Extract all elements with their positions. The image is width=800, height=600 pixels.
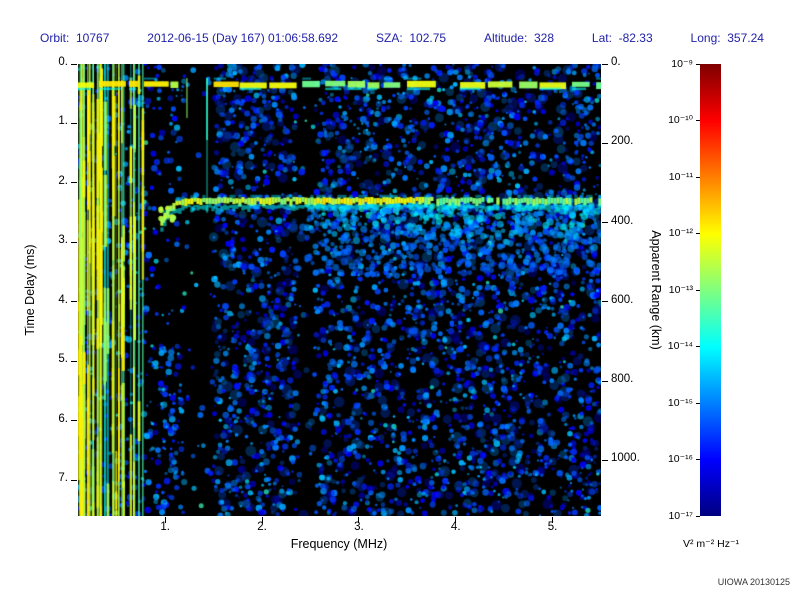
x-tick (358, 517, 360, 523)
x-tick (261, 517, 263, 523)
x-axis-title: Frequency (MHz) (290, 537, 388, 551)
y2-tick-label: 600. (611, 293, 634, 306)
y-tick (71, 182, 77, 184)
colorbar-tick-label: 10⁻¹¹ (668, 170, 693, 183)
colorbar-tick-label: 10⁻¹⁵ (667, 396, 693, 409)
y-tick (71, 63, 77, 65)
y2-tick (602, 63, 608, 65)
y-tick-label: 2. (58, 174, 68, 187)
y-tick (71, 420, 77, 422)
y-tick (71, 301, 77, 303)
x-tick-label: 2. (257, 521, 267, 533)
colorbar-tick-label: 10⁻¹⁶ (667, 453, 693, 465)
y-tick (71, 241, 77, 243)
y-tick-label: 1. (58, 115, 68, 128)
spectrogram-canvas (78, 64, 601, 516)
colorbar-tick-label: 10⁻¹³ (668, 283, 693, 296)
y2-tick-label: 1000. (611, 452, 640, 465)
y-tick-label: 0. (58, 56, 68, 68)
y2-tick (602, 301, 608, 303)
y-tick (71, 360, 77, 362)
colorbar-tick (696, 120, 700, 121)
y2-tick (602, 222, 608, 224)
colorbar-tick (696, 402, 700, 404)
y2-tick-label: 800. (611, 373, 634, 386)
colorbar-units-label: V² m⁻² Hz⁻¹ (683, 538, 739, 550)
y2-tick-label: 200. (611, 135, 634, 148)
colorbar-tick (696, 289, 700, 291)
y2-tick (602, 142, 608, 144)
colorbar-tick (696, 233, 700, 234)
x-tick (552, 517, 554, 523)
colorbar-tick (696, 459, 700, 460)
x-tick-label: 3. (354, 521, 364, 533)
x-tick (164, 517, 166, 523)
y2-tick-label: 0. (611, 56, 621, 68)
y-tick-label: 7. (58, 472, 68, 485)
x-tick-label: 5. (547, 521, 558, 533)
x-tick (455, 517, 457, 523)
colorbar-tick-label: 10⁻¹⁴ (667, 340, 693, 352)
y-tick-label: 6. (58, 412, 68, 425)
header-item: Lat: -82.33 (591, 31, 653, 45)
y2-tick-label: 400. (611, 214, 634, 227)
header-item: SZA: 102.75 (376, 31, 447, 45)
y-tick (71, 479, 77, 481)
colorbar-tick (696, 346, 700, 347)
x-tick-label: 1. (160, 521, 170, 533)
colorbar-tick-label: 10⁻¹² (668, 227, 693, 239)
header-item: Altitude: 328 (483, 31, 555, 45)
colorbar-tick-label: 10⁻¹⁷ (668, 509, 693, 522)
y-tick-label: 3. (58, 234, 68, 247)
y2-tick (602, 459, 608, 461)
y-axis-title: Time Delay (ms) (23, 244, 37, 336)
y-tick-label: 4. (58, 293, 68, 306)
credit-label: UIOWA 20130125 (717, 577, 790, 587)
colorbar-tick-label: 10⁻⁹ (671, 57, 693, 70)
header-info: Orbit: 10767 2012-06-15 (Day 167) 01:06:5… (40, 31, 764, 45)
colorbar-tick-label: 10⁻¹⁰ (668, 114, 693, 126)
y-tick-label: 5. (58, 353, 68, 366)
header-item: Orbit: 10767 (40, 31, 110, 45)
colorbar (700, 64, 721, 516)
colorbar-tick (696, 63, 700, 65)
colorbar-tick (696, 176, 700, 178)
colorbar-tick (696, 515, 700, 517)
header-item: 2012-06-15 (Day 167) 01:06:58.692 (147, 31, 339, 45)
header-item: Long: 357.24 (690, 31, 764, 45)
x-tick-label: 4. (450, 521, 461, 533)
y-tick (71, 122, 77, 124)
y2-tick (602, 380, 608, 382)
